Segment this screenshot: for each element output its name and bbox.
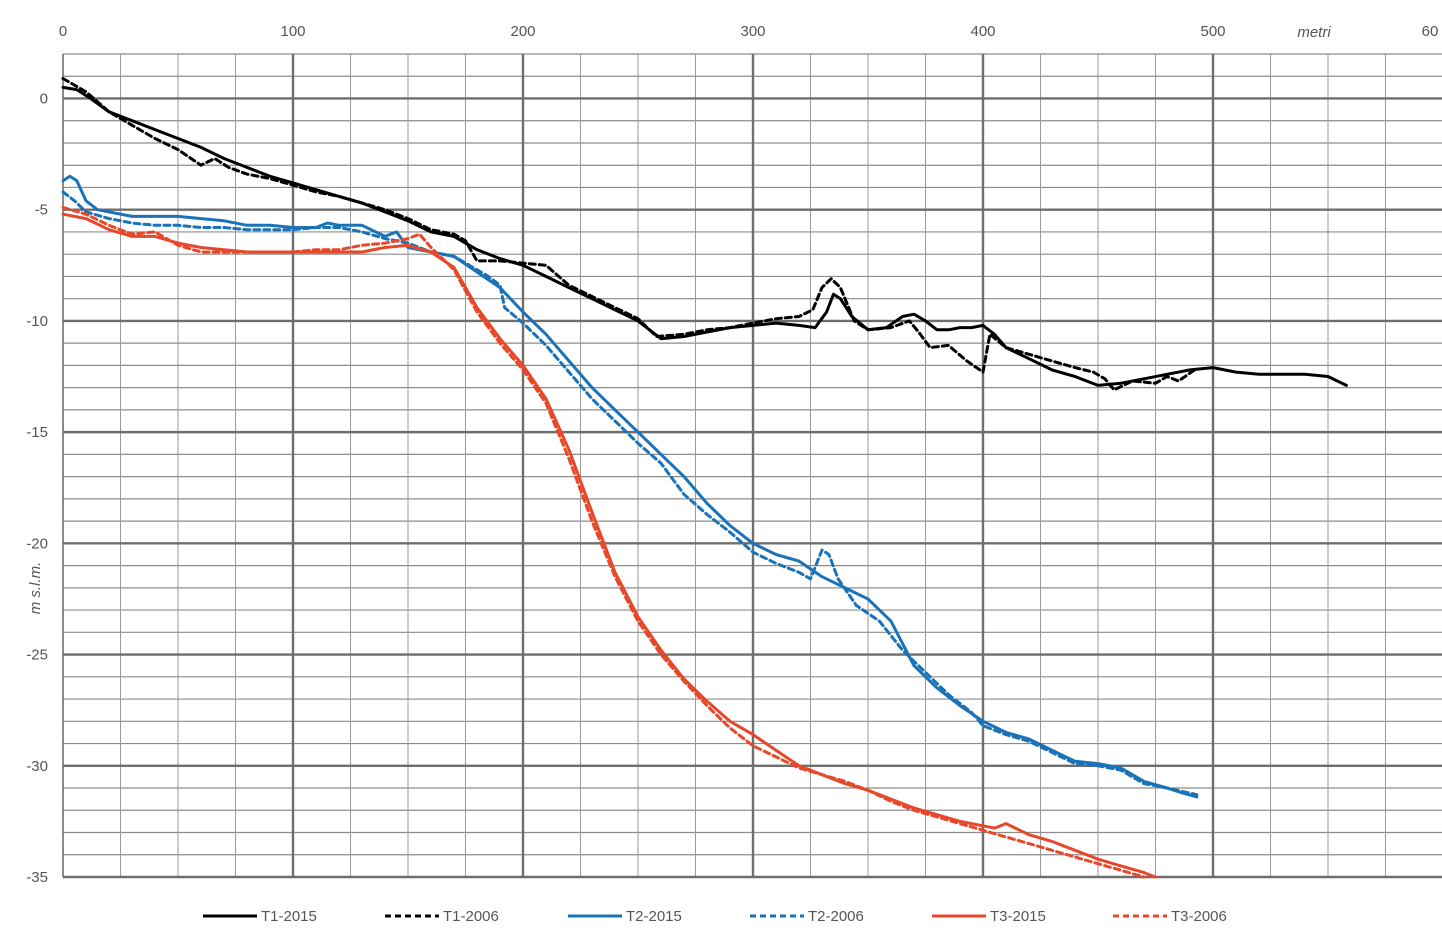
y-tick-label: -20 bbox=[26, 535, 48, 552]
y-tick-label: -10 bbox=[26, 313, 48, 330]
x-tick-label: 60 bbox=[1422, 23, 1439, 40]
y-tick-label: -35 bbox=[26, 869, 48, 886]
y-tick-label: -30 bbox=[26, 758, 48, 775]
legend-label: T3-2006 bbox=[1171, 908, 1227, 925]
legend-label: T2-2006 bbox=[808, 908, 864, 925]
y-tick-label: -15 bbox=[26, 424, 48, 441]
legend: T1-2015 T1-2006 T2-2015 T2-2006 T3-2015 T3-20… bbox=[203, 908, 1227, 925]
axis-tick-labels: 0 100 200 300 400 500 600-5-10-15-20-25-30-35 bbox=[26, 23, 1438, 886]
legend-label: T3-2015 bbox=[990, 908, 1046, 925]
series-lines bbox=[61, 77, 1348, 879]
x-tick-label: 100 bbox=[280, 23, 305, 40]
legend-label: T1-2006 bbox=[443, 908, 499, 925]
series-line-t2-2006 bbox=[61, 190, 1199, 797]
x-tick-label: 400 bbox=[970, 23, 995, 40]
x-tick-label: 300 bbox=[740, 23, 765, 40]
legend-label: T2-2015 bbox=[626, 908, 682, 925]
series-line-t3-2015 bbox=[61, 212, 1157, 879]
y-axis-label: m s.l.m. bbox=[27, 562, 44, 615]
y-tick-label: -5 bbox=[35, 202, 48, 219]
x-axis-label: metri bbox=[1297, 24, 1331, 41]
x-tick-label: 200 bbox=[510, 23, 535, 40]
series-line-t3-2006 bbox=[61, 206, 1146, 879]
x-tick-label: 500 bbox=[1200, 23, 1225, 40]
series-line-t2-2015 bbox=[61, 174, 1199, 799]
y-tick-label: 0 bbox=[40, 90, 48, 107]
series-line-t1-2006 bbox=[61, 77, 1197, 392]
legend-label: T1-2015 bbox=[261, 908, 317, 925]
series-line-t1-2015 bbox=[61, 85, 1348, 387]
y-tick-label: -25 bbox=[26, 647, 48, 664]
x-tick-label: 0 bbox=[59, 23, 67, 40]
grid-lines bbox=[62, 53, 1442, 879]
